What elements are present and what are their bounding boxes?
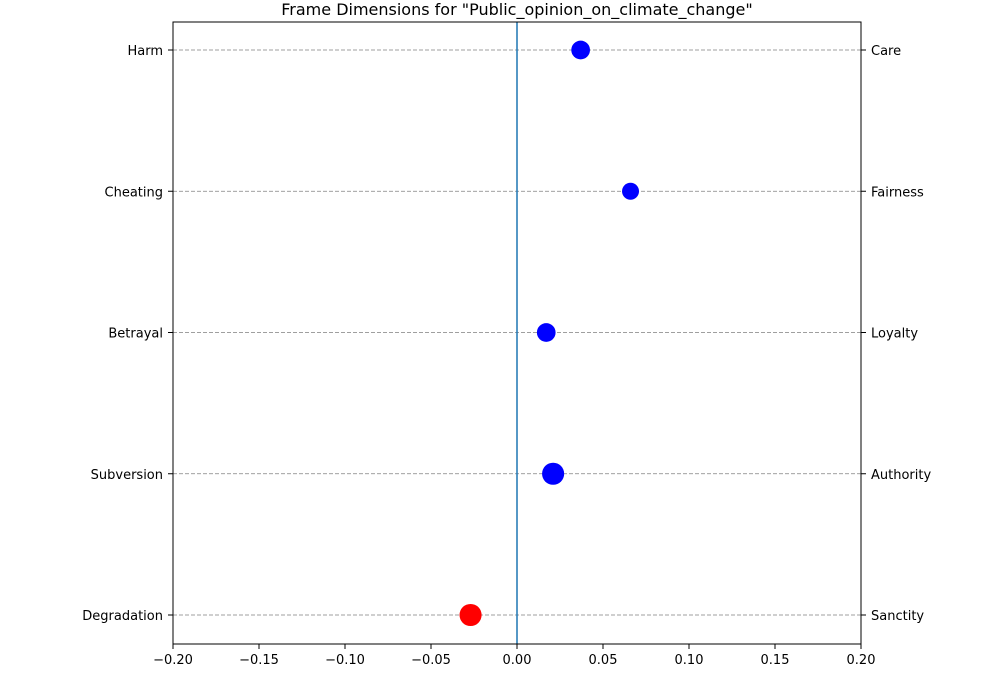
x-tick-label: 0.10	[675, 653, 704, 668]
x-tick-label: 0.15	[761, 653, 790, 668]
x-tick-label: −0.10	[325, 653, 365, 668]
left-dimension-label: Subversion	[91, 468, 163, 483]
x-axis: −0.20 −0.15 −0.10 −0.05 0.00 0.05 0.10 0.15 0.20	[153, 644, 875, 668]
data-point-loyalty	[536, 323, 556, 342]
left-dimension-label: Cheating	[105, 185, 163, 200]
chart-title: Frame Dimensions for "Public_opinion_on_…	[281, 0, 752, 20]
right-dimension-label: Loyalty	[871, 327, 918, 342]
x-tick-label: 0.00	[503, 653, 532, 668]
left-dimension-label: Betrayal	[108, 327, 163, 342]
x-tick-label: −0.15	[239, 653, 279, 668]
x-tick-label: −0.05	[411, 653, 451, 668]
x-tick-label: 0.20	[847, 653, 876, 668]
right-axis: Care Fairness Loyalty Authority Sanctity	[861, 44, 931, 624]
data-point-sanctity	[459, 603, 482, 627]
x-tick-label: −0.20	[153, 653, 193, 668]
right-dimension-label: Care	[871, 44, 901, 59]
data-point-authority	[542, 462, 565, 485]
left-dimension-label: Degradation	[82, 609, 163, 624]
right-dimension-label: Fairness	[871, 185, 924, 200]
right-dimension-label: Authority	[871, 468, 931, 483]
data-points-layer	[459, 40, 640, 627]
right-dimension-label: Sanctity	[871, 609, 924, 624]
left-dimension-label: Harm	[127, 44, 163, 59]
data-point-fairness	[622, 182, 640, 200]
left-axis: Harm Cheating Betrayal Subversion Degradatio…	[82, 44, 173, 624]
x-tick-label: 0.05	[589, 653, 618, 668]
data-point-care	[571, 40, 590, 60]
